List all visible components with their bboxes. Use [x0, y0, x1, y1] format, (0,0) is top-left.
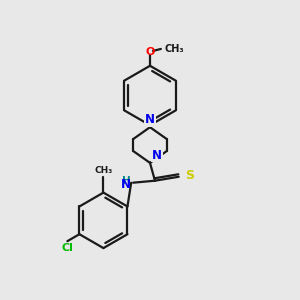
Text: CH₃: CH₃ — [165, 44, 184, 54]
Text: S: S — [185, 169, 194, 182]
Text: N: N — [145, 113, 155, 126]
Text: Cl: Cl — [61, 243, 73, 253]
Text: O: O — [145, 47, 155, 57]
Text: N: N — [121, 178, 131, 191]
Text: N: N — [152, 149, 162, 162]
Text: H: H — [122, 176, 131, 186]
Text: CH₃: CH₃ — [94, 166, 112, 175]
